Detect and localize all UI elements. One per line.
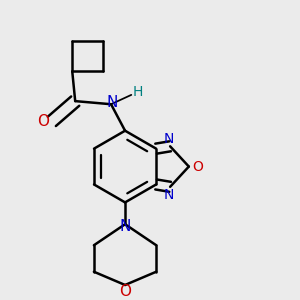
- Text: O: O: [119, 284, 131, 299]
- Text: N: N: [120, 219, 131, 234]
- Text: O: O: [37, 114, 49, 129]
- Text: O: O: [193, 160, 204, 174]
- Text: N: N: [164, 131, 174, 146]
- Text: H: H: [133, 85, 143, 99]
- Text: N: N: [164, 188, 174, 202]
- Text: N: N: [107, 95, 118, 110]
